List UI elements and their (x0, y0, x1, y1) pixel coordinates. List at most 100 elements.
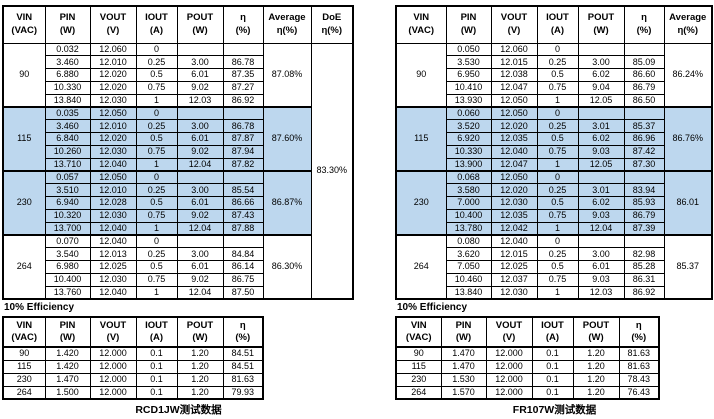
vin-cell: 115 (395, 359, 442, 374)
iout-cell: 1 (536, 221, 579, 236)
pout-cell: 1.20 (176, 372, 224, 387)
vout-cell: 12.050 (490, 169, 538, 185)
vout-cell: 12.020 (89, 68, 137, 82)
vin-cell: 115 (395, 105, 447, 172)
eta-cell: 86.79 (623, 80, 665, 95)
eta-cell: 83.94 (623, 183, 665, 198)
eta-cell: 85.54 (222, 183, 264, 198)
iout-cell: 0.75 (536, 144, 579, 159)
eta-cell: 81.63 (618, 346, 660, 361)
eta-cell: 85.28 (623, 260, 665, 274)
column-header: VOUT (V) (490, 5, 538, 44)
eta-cell: 79.93 (222, 385, 264, 400)
vout-cell: 12.040 (89, 221, 137, 236)
pout-cell: 9.02 (176, 144, 224, 159)
column-header-line: (W) (455, 332, 472, 343)
column-header: POUT (W) (176, 5, 224, 44)
iout-cell: 0.75 (135, 144, 178, 159)
pout-cell: 3.01 (577, 183, 625, 198)
vout-cell: 12.010 (89, 183, 137, 198)
pout-cell: 9.03 (577, 208, 625, 223)
vin-cell: 90 (2, 346, 46, 361)
column-header-line: Average (268, 12, 306, 24)
vin-cell: 230 (395, 372, 442, 387)
pin-cell: 13.760 (44, 285, 91, 300)
pout-cell: 9.03 (577, 272, 625, 287)
column-header-line: IOUT (546, 12, 569, 24)
iout-cell: 0 (536, 169, 579, 185)
eta-cell: 84.84 (222, 247, 264, 262)
vout-cell: 12.025 (490, 260, 538, 274)
eta-cell: 86.66 (222, 196, 264, 210)
pout-cell (176, 42, 224, 57)
pin-cell: 3.620 (445, 247, 492, 262)
column-header-line: PIN (460, 12, 477, 24)
column-header: Average η(%) (663, 5, 713, 44)
iout-cell: 0.5 (135, 68, 178, 82)
vout-cell: 12.038 (490, 68, 538, 82)
vout-cell: 12.040 (89, 157, 137, 172)
eta-cell: 87.42 (623, 144, 665, 159)
column-header-line: IOUT (145, 319, 168, 331)
vout-cell: 12.040 (89, 233, 137, 249)
column-header-line: η(%) (321, 24, 343, 36)
pout-cell (176, 106, 224, 121)
column-header: VIN (VAC) (2, 5, 46, 44)
column-header-line: PIN (59, 319, 76, 331)
column-header: VIN (VAC) (395, 316, 442, 348)
vout-cell: 12.030 (89, 272, 137, 287)
pout-cell: 9.02 (176, 272, 224, 287)
eta-cell (222, 42, 264, 57)
pin-cell: 10.260 (44, 144, 91, 159)
eta-cell: 81.63 (222, 372, 264, 387)
pin-cell: 0.050 (445, 42, 492, 57)
column-header-line: POUT (186, 12, 214, 24)
iout-cell: 0.25 (536, 55, 579, 70)
efficiency-table-left: VIN (VAC) PIN (W) VOUT (V) IOUT (A) POUT (W) η (%) A… (2, 5, 354, 300)
average-cell: 85.37 (663, 233, 713, 300)
iout-cell: 0.1 (531, 385, 574, 400)
pout-cell (577, 233, 625, 249)
pout-cell: 3.00 (577, 247, 625, 262)
column-header-line: (V) (507, 24, 521, 36)
pout-cell: 1.20 (572, 346, 620, 361)
column-header-line: (VAC) (405, 332, 432, 343)
pin-cell: 0.032 (44, 42, 91, 57)
eta-cell: 86.50 (623, 93, 665, 108)
pin-cell: 6.920 (445, 132, 492, 146)
vout-cell: 12.015 (490, 55, 538, 70)
column-header-line: Average (669, 12, 707, 24)
pout-cell: 1.20 (176, 359, 224, 374)
column-header-line: VOUT (99, 319, 127, 331)
column-header-line: η(%) (677, 24, 699, 36)
eta-cell: 78.43 (618, 372, 660, 387)
iout-cell: 0.1 (135, 346, 178, 361)
pout-cell: 1.20 (572, 359, 620, 374)
eta-cell: 86.79 (623, 208, 665, 223)
pout-cell: 9.02 (176, 80, 224, 95)
column-header-line: (V) (106, 24, 120, 36)
pin-cell: 10.400 (445, 208, 492, 223)
vout-cell: 12.050 (89, 106, 137, 121)
pin-cell: 10.320 (44, 208, 91, 223)
pin-cell: 6.940 (44, 196, 91, 210)
column-header-line: η(%) (276, 24, 298, 36)
vin-cell: 230 (395, 169, 447, 236)
eta-cell (222, 233, 264, 249)
column-header: η (%) (222, 5, 264, 44)
iout-cell: 0 (135, 106, 178, 121)
pin-cell: 1.530 (440, 372, 487, 387)
column-header: η (%) (222, 316, 264, 348)
vout-cell: 12.040 (490, 144, 538, 159)
column-header-line: POUT (186, 319, 214, 331)
column-header: Average η(%) (262, 5, 312, 44)
iout-cell: 0 (536, 106, 579, 121)
pin-cell: 13.780 (445, 221, 492, 236)
column-header-line: (%) (235, 24, 251, 36)
pin-cell: 0.068 (445, 169, 492, 185)
iout-cell: 1 (135, 285, 178, 300)
vout-cell: 12.030 (89, 144, 137, 159)
eta-cell: 85.93 (623, 196, 665, 210)
iout-cell: 0.5 (135, 132, 178, 146)
eta-cell (623, 169, 665, 185)
